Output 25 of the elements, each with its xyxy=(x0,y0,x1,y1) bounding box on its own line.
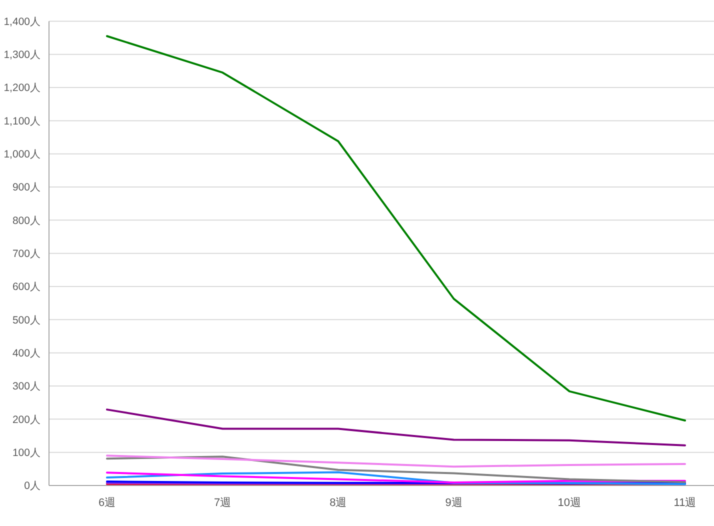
y-tick-label: 1,300人 xyxy=(4,49,41,62)
y-tick-label: 300人 xyxy=(12,380,41,393)
line-series xyxy=(106,454,686,468)
y-tick-label: 900人 xyxy=(12,182,41,194)
y-tick-label: 100人 xyxy=(12,447,41,460)
x-tick-label: 9週 xyxy=(445,496,462,509)
y-tick-label: 800人 xyxy=(12,214,41,227)
y-tick-label: 400人 xyxy=(12,348,41,360)
y-tick-label: 500人 xyxy=(12,314,41,326)
x-tick-label: 6週 xyxy=(98,496,116,509)
y-tick-label: 700人 xyxy=(12,248,41,260)
x-tick-label: 7週 xyxy=(214,496,232,509)
y-tick-label: 600人 xyxy=(12,281,41,294)
line-series xyxy=(106,408,686,446)
y-tick-label: 200人 xyxy=(12,414,41,426)
x-tick-label: 11週 xyxy=(674,496,696,509)
x-tick-label: 8週 xyxy=(330,496,347,509)
line-series xyxy=(106,456,686,484)
y-tick-label: 1,000人 xyxy=(4,148,41,161)
x-tick-label: 10週 xyxy=(558,496,582,509)
y-tick-label: 1,400人 xyxy=(4,16,41,28)
y-tick-label: 1,100人 xyxy=(4,115,41,128)
y-tick-label: 1,200人 xyxy=(4,82,41,94)
line-series xyxy=(106,35,686,422)
y-tick-label: 0人 xyxy=(24,480,41,492)
